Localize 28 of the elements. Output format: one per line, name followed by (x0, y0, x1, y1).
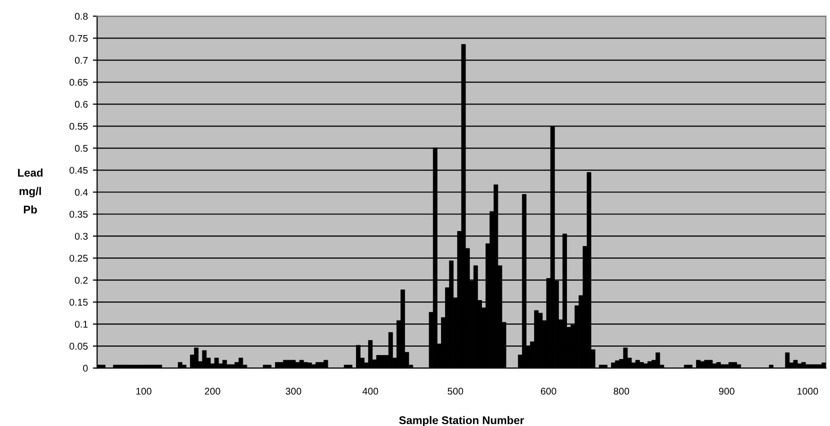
y-tick-label: 0.3 (74, 232, 88, 240)
y-tick-label: 0.15 (70, 298, 88, 306)
x-tick-label: 400 (362, 388, 378, 395)
y-tick-label: 0.2 (74, 276, 88, 284)
y-tick-label: 0.75 (70, 34, 88, 42)
y-tick-label: 0.6 (74, 100, 88, 108)
y-tick-label: 0.1 (74, 320, 88, 328)
x-axis-title: Sample Station Number (399, 416, 524, 426)
x-tick-label: 200 (204, 388, 220, 395)
y-tick-label: 0.65 (70, 78, 88, 86)
y-tick-label: 0 (83, 364, 88, 372)
y-tick-label: 0.25 (70, 254, 88, 262)
x-tick-label: 600 (540, 388, 556, 395)
y-tick-label: 0.45 (70, 166, 88, 174)
y-tick-label: 0.7 (74, 56, 88, 64)
y-tick-label: 0.35 (70, 210, 88, 218)
x-tick-label: 900 (719, 388, 734, 395)
y-tick-label: 0.05 (70, 342, 88, 350)
x-tick-label: 500 (448, 388, 464, 395)
x-tick-label: 800 (614, 388, 630, 395)
x-tick-label: 100 (136, 388, 152, 395)
y-tick-label: 0.4 (74, 188, 88, 196)
x-tick-label: 1000 (798, 388, 818, 395)
y-tick-label: 0.8 (74, 12, 88, 20)
x-tick-label: 300 (286, 388, 302, 395)
y-axis-title: Lead mg/l Pb (18, 168, 43, 214)
y-tick-label: 0.55 (70, 122, 88, 130)
y-tick-label: 0.5 (74, 144, 88, 152)
